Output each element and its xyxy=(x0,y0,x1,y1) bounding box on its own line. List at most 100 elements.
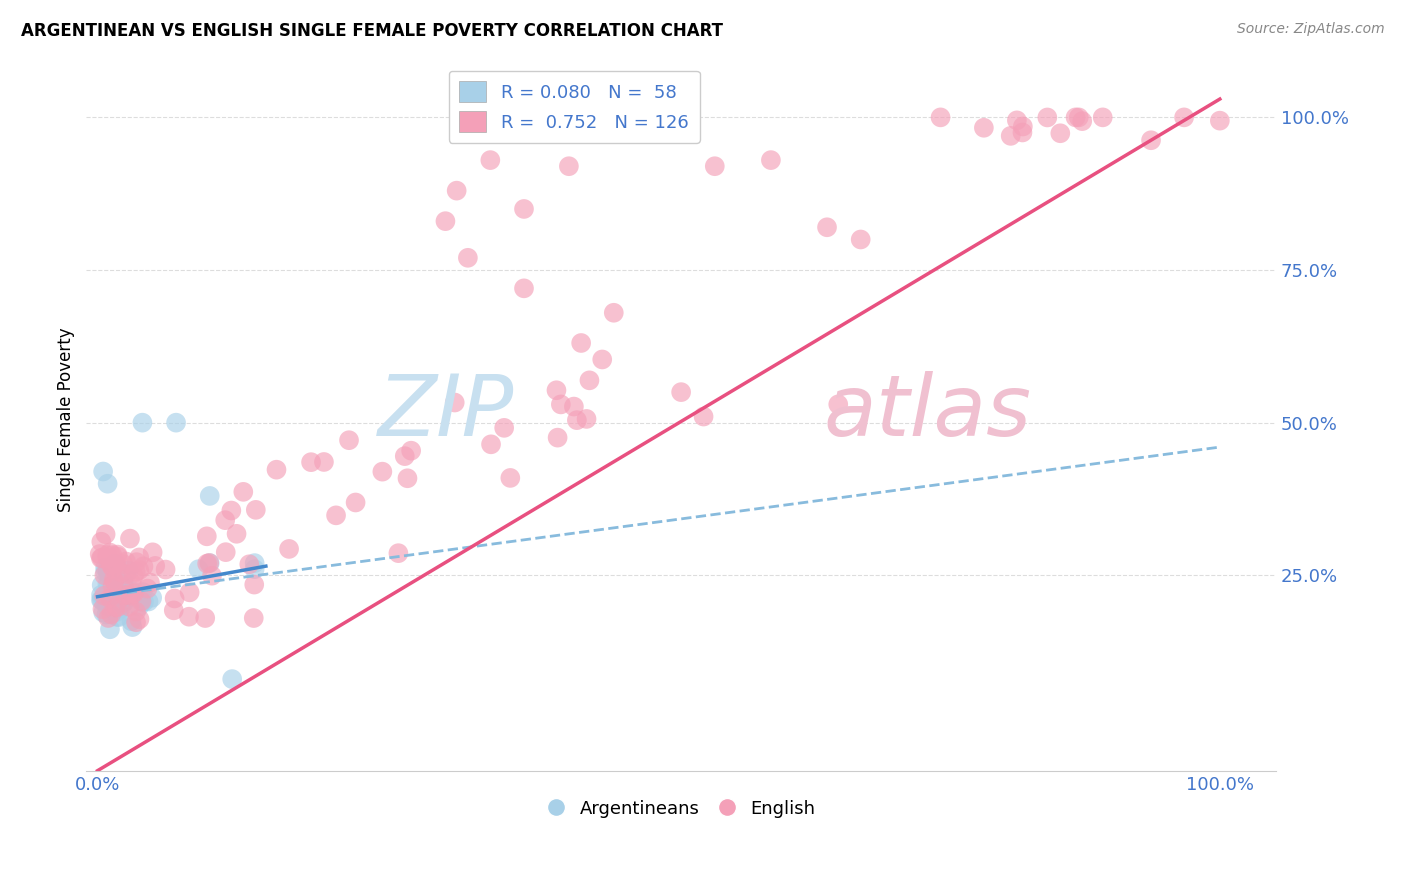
Point xyxy=(100,556,122,570)
Point xyxy=(128,599,150,614)
Text: ZIP: ZIP xyxy=(378,371,515,454)
Point xyxy=(125,615,148,630)
Point xyxy=(312,455,335,469)
Point xyxy=(565,413,588,427)
Point xyxy=(1011,126,1033,140)
Point xyxy=(100,558,122,572)
Point xyxy=(101,548,124,562)
Point xyxy=(97,564,120,578)
Point xyxy=(98,595,121,609)
Point xyxy=(143,558,166,573)
Point xyxy=(122,586,145,600)
Text: ARGENTINEAN VS ENGLISH SINGLE FEMALE POVERTY CORRELATION CHART: ARGENTINEAN VS ENGLISH SINGLE FEMALE POV… xyxy=(21,22,723,40)
Point xyxy=(90,550,112,565)
Point xyxy=(100,569,122,583)
Point xyxy=(117,564,139,578)
Point xyxy=(96,548,118,562)
Point xyxy=(550,397,572,411)
Point xyxy=(1064,111,1087,125)
Point xyxy=(110,601,132,615)
Point xyxy=(396,471,419,485)
Point xyxy=(513,281,536,295)
Point xyxy=(1011,120,1033,134)
Point xyxy=(591,352,613,367)
Point xyxy=(103,588,125,602)
Point xyxy=(110,585,132,599)
Point xyxy=(103,574,125,588)
Point xyxy=(132,559,155,574)
Point xyxy=(97,567,120,582)
Point xyxy=(90,551,112,566)
Point xyxy=(108,610,131,624)
Point xyxy=(97,578,120,592)
Point xyxy=(387,546,409,560)
Point xyxy=(104,557,127,571)
Point xyxy=(759,153,782,167)
Point xyxy=(242,611,264,625)
Point xyxy=(214,513,236,527)
Point xyxy=(163,591,186,606)
Point xyxy=(125,605,148,619)
Point xyxy=(94,527,117,541)
Point xyxy=(215,545,238,559)
Point xyxy=(325,508,347,523)
Point xyxy=(1091,111,1114,125)
Point xyxy=(93,568,115,582)
Point xyxy=(929,111,952,125)
Point xyxy=(91,606,114,620)
Point xyxy=(121,584,143,599)
Point xyxy=(499,471,522,485)
Point xyxy=(569,336,592,351)
Point xyxy=(112,596,135,610)
Point xyxy=(187,562,209,576)
Point xyxy=(243,556,266,570)
Point xyxy=(198,556,221,570)
Point xyxy=(101,561,124,575)
Point xyxy=(93,591,115,606)
Point xyxy=(1049,126,1071,140)
Point xyxy=(97,476,120,491)
Point xyxy=(91,465,114,479)
Point xyxy=(1000,128,1022,143)
Point xyxy=(194,611,217,625)
Point xyxy=(105,610,128,624)
Point xyxy=(1005,113,1028,128)
Point xyxy=(132,595,155,609)
Point xyxy=(827,397,849,411)
Point xyxy=(201,568,224,582)
Point xyxy=(107,600,129,615)
Point xyxy=(114,581,136,595)
Point xyxy=(703,159,725,173)
Point xyxy=(101,579,124,593)
Point xyxy=(603,306,626,320)
Point xyxy=(494,421,516,435)
Point xyxy=(104,582,127,597)
Point xyxy=(179,585,201,599)
Point xyxy=(165,416,187,430)
Point xyxy=(98,591,121,606)
Point xyxy=(815,220,838,235)
Point xyxy=(103,585,125,599)
Point xyxy=(90,593,112,607)
Point xyxy=(344,495,367,509)
Point xyxy=(98,545,121,559)
Point xyxy=(121,620,143,634)
Point xyxy=(692,409,714,424)
Point xyxy=(98,591,121,606)
Point xyxy=(1036,111,1059,125)
Point xyxy=(125,565,148,579)
Point xyxy=(96,607,118,622)
Point xyxy=(177,609,200,624)
Point xyxy=(562,400,585,414)
Point xyxy=(1140,133,1163,147)
Point xyxy=(104,574,127,589)
Point xyxy=(1071,114,1094,128)
Point xyxy=(111,596,134,610)
Point xyxy=(115,554,138,568)
Point xyxy=(479,437,502,451)
Point xyxy=(513,202,536,216)
Point xyxy=(108,593,131,607)
Point xyxy=(299,455,322,469)
Point xyxy=(221,503,243,517)
Point xyxy=(243,562,266,576)
